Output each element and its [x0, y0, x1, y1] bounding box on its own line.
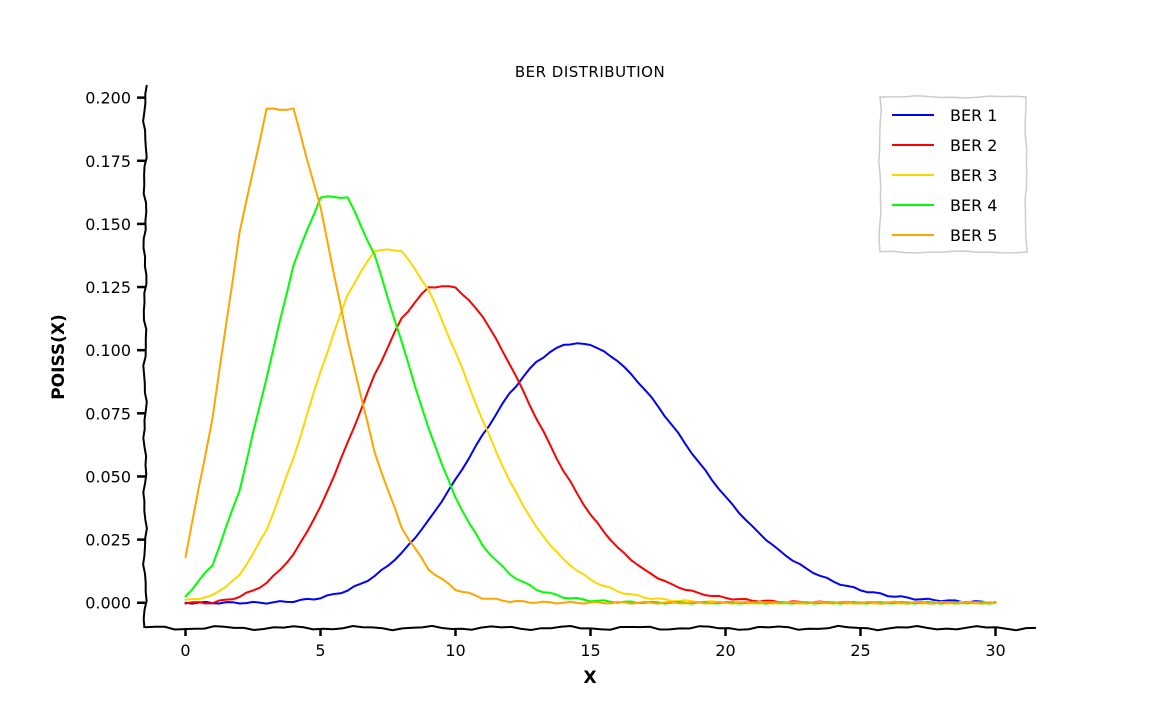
legend-label: BER 4: [950, 196, 997, 215]
y-tick-label: 0.075: [85, 404, 131, 423]
series-line-2: [184, 285, 997, 605]
legend-label: BER 5: [950, 226, 997, 245]
y-tick-label: 0.150: [85, 215, 131, 234]
x-tick-label: 25: [850, 641, 870, 660]
y-tick-label: 0.200: [85, 89, 131, 108]
series-line-5: [184, 107, 997, 605]
y-tick-label: 0.125: [85, 278, 131, 297]
y-axis-spine: [142, 84, 148, 629]
series-lines: [184, 107, 997, 605]
legend-box: [878, 95, 1029, 254]
y-tick-label: 0.025: [85, 531, 131, 550]
y-tick-label: 0.050: [85, 467, 131, 486]
x-tick-label: 15: [580, 641, 600, 660]
x-axis-label: X: [583, 668, 596, 688]
x-tick-label: 5: [315, 641, 325, 660]
chart-title: BER DISTRIBUTION: [515, 63, 665, 81]
y-tick-label: 0.175: [85, 152, 131, 171]
y-tick-label: 0.000: [85, 594, 131, 613]
x-tick-label: 0: [180, 641, 190, 660]
y-axis-label: POISS(X): [49, 314, 69, 400]
legend-label: BER 3: [950, 166, 997, 185]
x-tick-label: 30: [985, 641, 1005, 660]
legend-label: BER 2: [950, 136, 997, 155]
x-tick-label: 20: [715, 641, 735, 660]
series-line-3: [184, 248, 997, 605]
series-line-4: [184, 195, 997, 605]
legend: BER 1 BER 2 BER 3 BER 4 BER 5: [878, 95, 1029, 254]
legend-label: BER 1: [950, 106, 997, 125]
axes: 0.000 0.025 0.050 0.075 0.100 0.125 0.150 0.175…: [85, 84, 1037, 660]
y-tick-label: 0.100: [85, 341, 131, 360]
x-tick-label: 10: [445, 641, 465, 660]
series-line-1: [184, 342, 997, 605]
